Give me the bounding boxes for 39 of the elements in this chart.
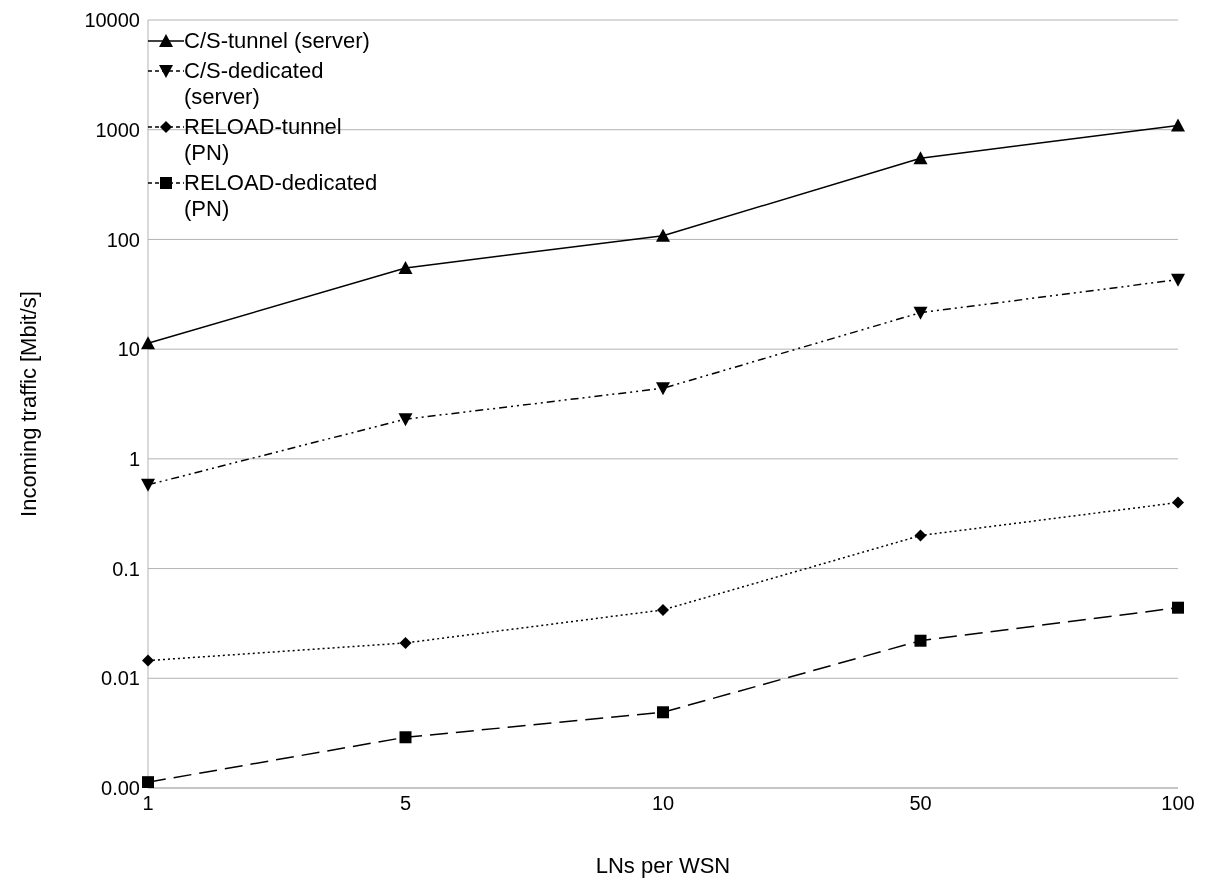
x-tick-label: 5 — [399, 792, 412, 815]
point — [913, 151, 928, 165]
x-axis-title: LNs per WSN — [595, 853, 731, 878]
x-tick-label: 100 — [1161, 792, 1195, 815]
point — [142, 776, 154, 788]
x-tick-label: 1 — [142, 792, 154, 815]
y-tick-label: 10 — [117, 338, 140, 361]
point — [141, 336, 155, 350]
legend-label: C/S-dedicated (server) — [184, 58, 325, 110]
y-tick-label: 10000 — [84, 9, 140, 32]
point — [399, 731, 412, 744]
y-tick-label: 1 — [128, 447, 140, 470]
point — [1172, 496, 1184, 509]
point — [142, 654, 154, 667]
point — [1171, 118, 1185, 132]
y-tick-label: 0.01 — [101, 667, 140, 690]
point — [656, 382, 670, 396]
legend-label: RELOAD-dedicated (PN) — [184, 170, 379, 222]
x-tick-label: 50 — [909, 792, 932, 815]
point — [1172, 601, 1184, 614]
y-tick-label: 0.1 — [112, 557, 140, 580]
y-tick-label: 100 — [106, 228, 140, 251]
legend-label: RELOAD-tunnel (PN) — [184, 114, 343, 166]
point — [657, 603, 669, 616]
point — [399, 636, 412, 649]
point — [1171, 273, 1185, 287]
legend-label: C/S-tunnel (server) — [184, 28, 371, 54]
x-tick-label: 10 — [651, 792, 675, 815]
point — [141, 478, 155, 492]
y-axis-title: Incoming traffic [Mbit/s] — [15, 291, 41, 517]
point — [913, 306, 928, 320]
point — [914, 634, 927, 647]
point — [657, 706, 669, 719]
y-tick-label: 0.00 — [101, 777, 140, 800]
point — [398, 413, 413, 427]
point — [914, 529, 927, 542]
point — [656, 228, 670, 242]
point — [398, 260, 413, 274]
y-tick-label: 1000 — [95, 118, 140, 141]
